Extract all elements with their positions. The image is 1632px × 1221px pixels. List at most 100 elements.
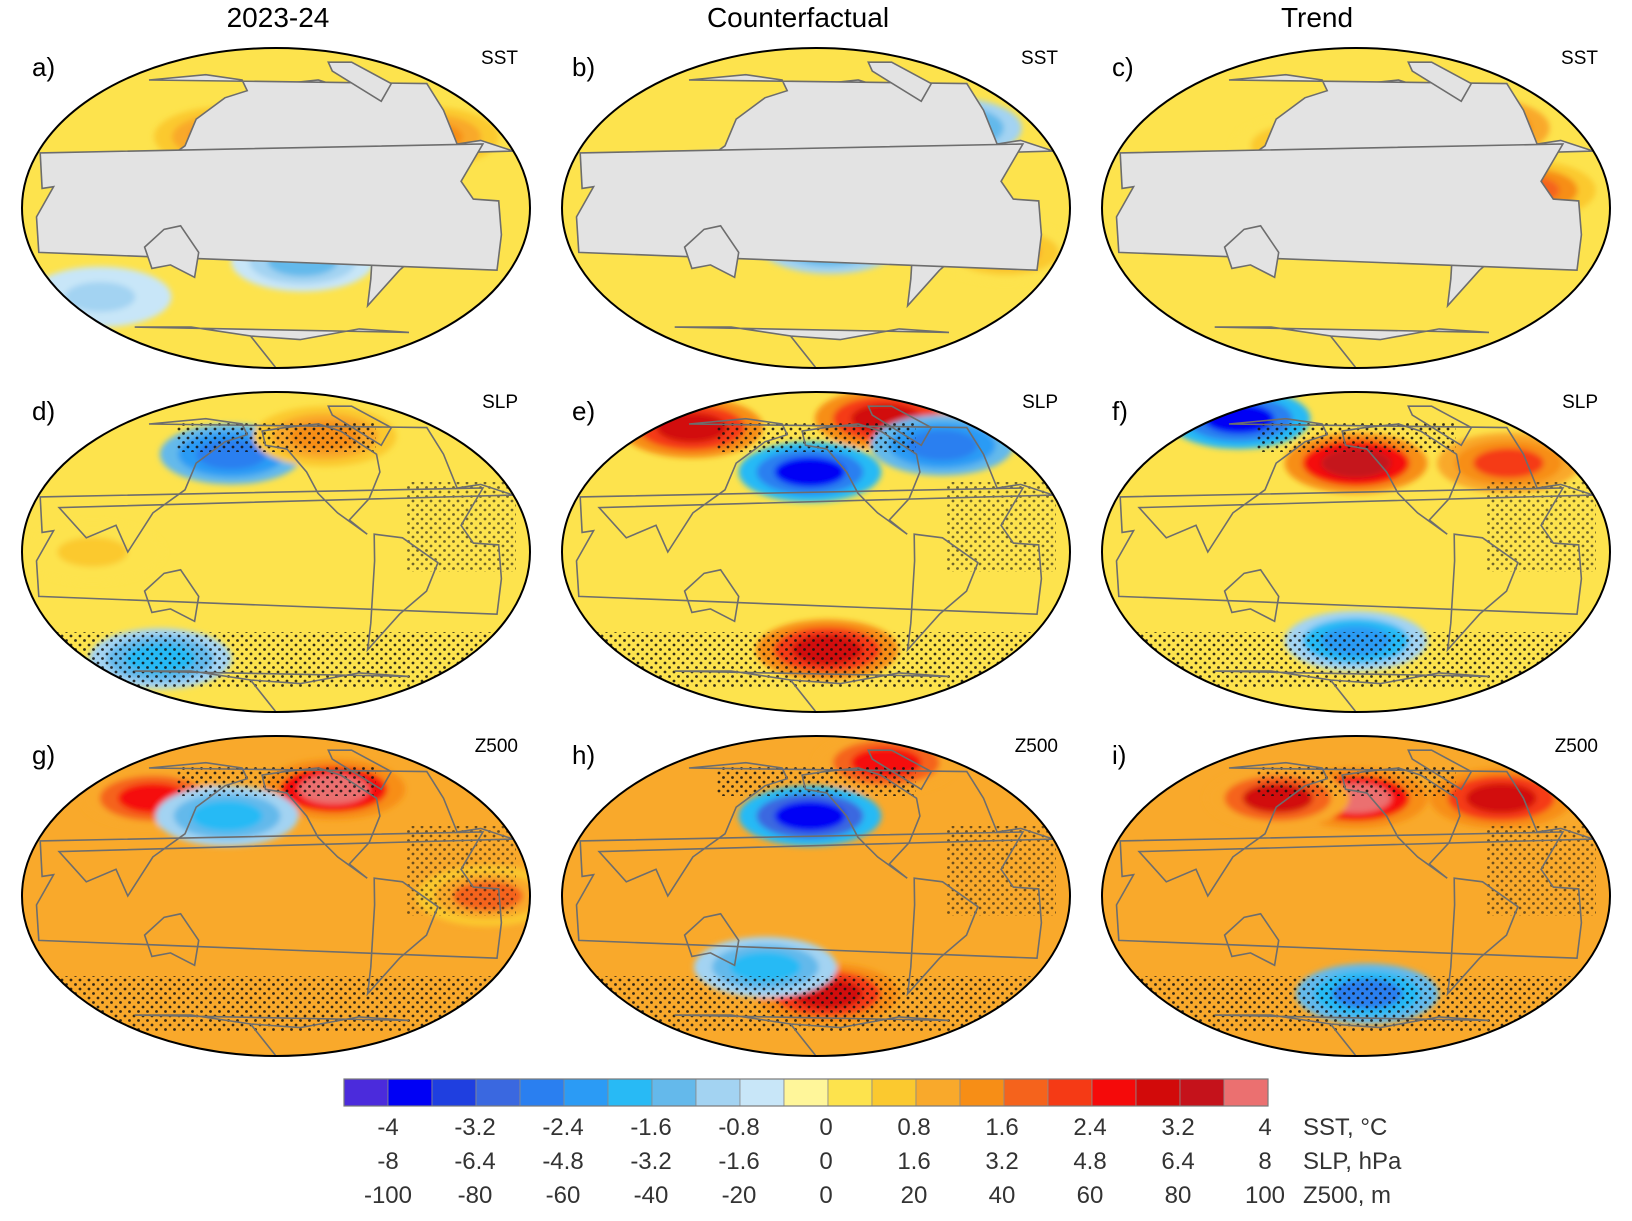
map-field [562, 392, 1070, 712]
map-frame [561, 391, 1071, 713]
tick-label: 6.4 [1161, 1148, 1195, 1175]
map-frame [561, 47, 1071, 369]
tick-label: 60 [1076, 1182, 1104, 1209]
landmass-samerica [1446, 533, 1519, 653]
landmass-australia [143, 568, 200, 623]
colorbar [343, 1078, 1269, 1107]
landmass-australia [143, 224, 200, 279]
panel-e-slp-counterfactual: e) SLP [546, 382, 1086, 727]
landmass-greenland [867, 61, 933, 103]
landmass-greenland [327, 405, 393, 447]
tick-label: 40 [988, 1182, 1016, 1209]
tick-label: -80 [457, 1182, 493, 1209]
landmass-samerica [1446, 877, 1519, 997]
tick-label: 0 [819, 1148, 833, 1175]
landmass-greenland [1407, 405, 1473, 447]
landmass-greenland [867, 749, 933, 791]
map-b [561, 47, 1071, 369]
map-frame [1101, 735, 1611, 1057]
panel-a-sst-2023-24: a) SST [6, 38, 546, 383]
variable-label-h: Z500 [1014, 736, 1058, 757]
landmass-antarctica [674, 326, 950, 368]
map-frame [21, 735, 531, 1057]
colorbar-swatch [387, 1078, 433, 1107]
landmass-antarctica [1214, 670, 1490, 712]
map-field [1102, 736, 1610, 1056]
colorbar-ticks-z500: -100 -80 -60 -40 -20 0 20 40 60 80 100 Z… [0, 1182, 1632, 1214]
panel-label-i: i) [1112, 740, 1127, 770]
colorbar-frame [343, 1078, 1269, 1107]
map-h [561, 735, 1071, 1057]
map-frame [21, 47, 531, 369]
landmass-eurasia [57, 761, 514, 898]
colorbar-swatch [695, 1078, 741, 1107]
column-title-2023-24: 2023-24 [226, 2, 330, 33]
colorbar-swatch [1135, 1078, 1181, 1107]
continents [575, 61, 1054, 368]
map-d [21, 391, 531, 713]
anomaly-aleutian [774, 801, 846, 831]
landmass-australia [1223, 568, 1280, 623]
colorbar-swatch [1223, 1078, 1269, 1107]
landmass-australia [143, 912, 200, 967]
colorbar-swatch [651, 1078, 697, 1107]
landmass-africa [35, 487, 503, 616]
landmass-greenland [1407, 749, 1473, 791]
map-c [1101, 47, 1611, 369]
colorbar-swatch [1047, 1078, 1093, 1107]
tick-label: 20 [900, 1182, 928, 1209]
variable-label-i: Z500 [1554, 736, 1598, 757]
colorbar-swatch [959, 1078, 1005, 1107]
colorbar-swatch [431, 1078, 477, 1107]
tick-label: 8 [1258, 1148, 1272, 1175]
landmass-australia [1223, 912, 1280, 967]
map-frame [1101, 47, 1611, 369]
anomaly-gulf-of-alaska [1320, 448, 1392, 478]
map-e [561, 391, 1071, 713]
map-field [22, 736, 530, 1056]
tick-label: 80 [1164, 1182, 1192, 1209]
tick-label: -100 [363, 1182, 413, 1209]
map-field [562, 736, 1070, 1056]
landmass-australia [683, 224, 740, 279]
map-frame [21, 391, 531, 713]
landmass-australia [1223, 224, 1280, 279]
colorbar-swatch [343, 1078, 389, 1107]
tick-label: -4 [377, 1114, 399, 1141]
anomaly-south-pacific [730, 952, 801, 982]
tick-label: 2.4 [1073, 1114, 1107, 1141]
anomaly-tropics [57, 537, 128, 567]
landmass-antarctica [1214, 1014, 1490, 1056]
landmass-africa [575, 831, 1043, 960]
colorbar-swatch [1179, 1078, 1225, 1107]
map-field [1102, 392, 1610, 712]
map-frame [561, 735, 1071, 1057]
colorbar-swatch [607, 1078, 653, 1107]
tick-label: -40 [633, 1182, 669, 1209]
map-f [1101, 391, 1611, 713]
anomaly-southern-ocean [64, 282, 136, 312]
panel-label-d: d) [32, 396, 56, 426]
tick-label: -60 [545, 1182, 581, 1209]
landmass-samerica [906, 877, 979, 997]
tick-label: -2.4 [542, 1114, 584, 1141]
tick-label: -0.8 [718, 1114, 760, 1141]
colorbar-swatch [783, 1078, 829, 1107]
landmass-samerica [366, 877, 439, 997]
panel-label-g: g) [32, 740, 56, 770]
colorbar-swatch [519, 1078, 565, 1107]
colorbar-ticks-slp: -8 -6.4 -4.8 -3.2 -1.6 0 1.6 3.2 4.8 6.4… [0, 1148, 1632, 1180]
tick-label: 1.6 [985, 1114, 1019, 1141]
variable-label-a: SST [481, 48, 518, 69]
variable-label-c: SST [1561, 48, 1598, 69]
colorbar-unit-slp: SLP, hPa [1303, 1148, 1402, 1175]
tick-label: -8 [377, 1148, 399, 1175]
tick-label: -3.2 [630, 1148, 672, 1175]
panel-label-a: a) [32, 52, 56, 82]
tick-label: 1.6 [897, 1148, 931, 1175]
tick-label: 3.2 [1161, 1114, 1195, 1141]
continents [35, 61, 514, 368]
colorbar-swatch [871, 1078, 917, 1107]
landmass-africa [1115, 487, 1583, 616]
tick-label: -3.2 [454, 1114, 496, 1141]
